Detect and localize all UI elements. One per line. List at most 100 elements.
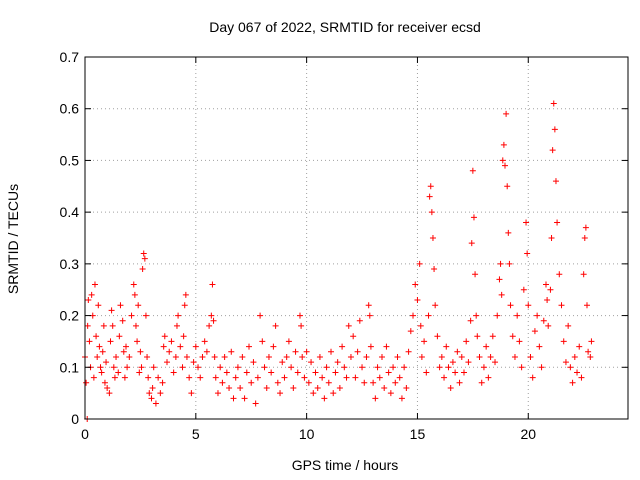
data-point [95,302,102,309]
data-point [396,374,403,381]
data-point [538,364,545,371]
data-point [507,302,514,309]
data-point [90,374,97,381]
data-point [520,286,527,293]
data-point [474,333,481,340]
data-point [177,343,184,350]
data-point [560,338,567,345]
data-point [352,374,359,381]
data-point [503,110,510,117]
data-point [186,374,193,381]
data-point [257,312,264,319]
plot-frame [84,56,629,420]
data-point [188,390,195,397]
data-point [104,384,111,391]
data-point [223,369,230,376]
data-point [412,281,419,288]
data-point [217,364,224,371]
data-point [214,390,221,397]
data-point [498,291,505,298]
data-point [432,302,439,309]
data-point [121,374,128,381]
data-point [246,343,253,350]
data-point [456,379,463,386]
data-point [131,291,138,298]
data-point [473,312,480,319]
data-point [111,374,118,381]
data-point [489,333,496,340]
data-point [181,302,188,309]
data-point [263,384,270,391]
data-point [394,353,401,360]
data-point [361,379,368,386]
data-point [290,384,297,391]
data-point [325,379,332,386]
data-point [562,359,569,366]
data-point [107,338,114,345]
data-point [197,374,204,381]
data-point [237,384,244,391]
data-point [401,364,408,371]
data-point [516,338,523,345]
data-point [581,235,588,241]
data-point [296,312,303,319]
data-point [447,384,454,391]
data-point [106,390,113,397]
data-point [554,219,561,226]
data-point [443,343,450,350]
data-point [376,374,383,381]
data-point [367,343,374,350]
data-point [381,384,388,391]
data-point [115,369,122,376]
data-point [219,379,226,386]
data-point [146,390,153,397]
data-point [123,343,130,350]
data-point [527,353,534,360]
data-point [427,183,434,190]
data-point [83,379,90,386]
x-tick-label: 10 [299,426,315,442]
data-point [86,338,93,345]
data-point [583,302,590,309]
data-point [100,322,107,329]
data-point [292,348,299,355]
y-tick-label: 0.1 [60,359,80,375]
data-point [425,312,432,319]
data-point [334,359,341,366]
data-point [436,364,443,371]
data-point [569,379,576,386]
data-point [418,353,425,360]
data-point [180,333,187,340]
data-point [501,162,508,169]
data-point [88,291,95,298]
data-point [545,322,552,329]
data-point [525,302,532,309]
data-point [96,343,103,350]
data-point [288,364,295,371]
data-point [403,384,410,391]
data-point [314,384,321,391]
data-point [359,364,366,371]
data-point [390,364,397,371]
data-point [374,364,381,371]
data-point [211,353,218,360]
data-point [571,353,578,360]
y-tick-label: 0.2 [60,308,80,324]
data-point [458,353,465,360]
data-point [126,353,133,360]
data-point [98,369,105,376]
data-point [551,126,558,133]
data-point [208,312,215,319]
data-point [230,395,237,402]
data-point [101,379,108,386]
data-point [210,317,217,324]
data-point [199,353,206,360]
data-point [580,271,587,278]
data-point [109,322,116,329]
data-point [547,286,554,293]
data-point [99,348,106,355]
data-point [356,317,363,324]
x-axis-label: GPS time / hours [292,457,399,473]
data-point [265,353,272,360]
data-point [173,322,180,329]
